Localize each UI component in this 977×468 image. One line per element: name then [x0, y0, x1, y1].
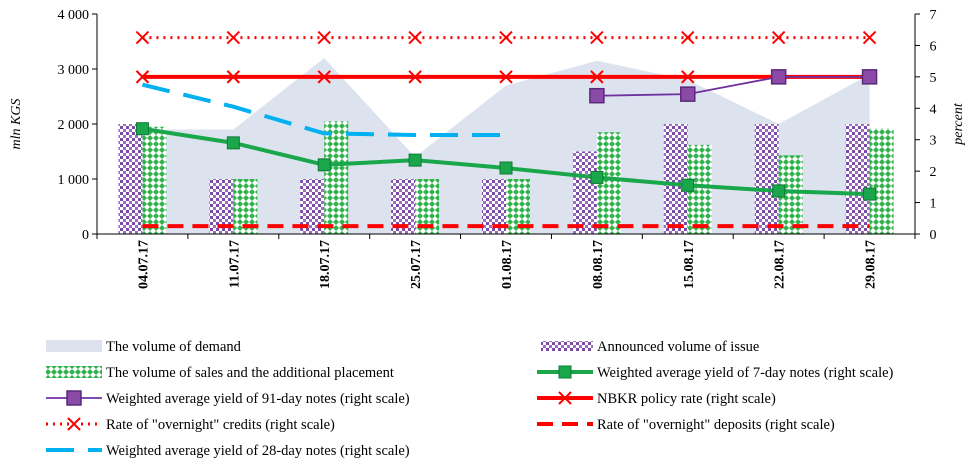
left-tick-label: 2 000 — [58, 118, 90, 133]
legend-label: Rate of "overnight" credits (right scale… — [106, 417, 335, 433]
right-axis-title: percent — [951, 102, 966, 146]
x-tick-label: 25.07.17 — [409, 240, 424, 289]
marker-x — [408, 30, 422, 45]
marker-square — [226, 136, 240, 150]
marker-x — [408, 70, 422, 84]
marker-square — [66, 390, 82, 406]
bar-announced-volume — [754, 124, 779, 234]
right-tick-label: 0 — [930, 228, 937, 243]
right-tick-label: 5 — [930, 71, 937, 86]
left-tick-label: 4 000 — [58, 8, 90, 23]
legend-label: Rate of "overnight" deposits (right scal… — [597, 417, 835, 433]
marker-square — [589, 87, 605, 104]
marker-square — [772, 184, 786, 198]
series-line-8 — [141, 82, 506, 137]
x-tick-label: 01.08.17 — [500, 240, 515, 289]
x-tick-label: 15.08.17 — [682, 240, 697, 289]
bar-sales-volume — [233, 179, 258, 234]
legend-label: The volume of sales and the additional p… — [106, 365, 394, 381]
right-tick-label: 6 — [930, 39, 937, 54]
marker-x — [317, 70, 331, 84]
bar-sales-volume — [142, 126, 167, 234]
marker-x — [499, 30, 513, 45]
marker-x — [681, 30, 695, 45]
legend-label: Announced volume of issue — [597, 339, 759, 355]
marker-x — [771, 30, 786, 45]
right-tick-label: 7 — [930, 8, 937, 23]
legend-swatch-announced — [541, 341, 593, 351]
marker-square — [681, 178, 695, 192]
x-tick-label: 11.07.17 — [227, 240, 242, 288]
left-tick-label: 3 000 — [58, 63, 90, 78]
x-tick-label: 04.07.17 — [136, 240, 151, 289]
legend-label: NBKR policy rate (right scale) — [597, 391, 776, 407]
marker-x — [226, 70, 241, 84]
marker-square — [317, 158, 331, 172]
marker-square — [590, 170, 604, 184]
marker-x — [135, 70, 150, 84]
marker-x — [317, 30, 331, 45]
x-tick-label: 29.08.17 — [864, 240, 879, 289]
left-axis-title: mln KGS — [9, 99, 24, 150]
x-tick-label: 08.08.17 — [591, 240, 606, 289]
marker-square — [499, 161, 513, 175]
right-tick-label: 3 — [930, 134, 937, 149]
legend-label: The volume of demand — [106, 339, 242, 355]
legend-label: Weighted average yield of 91-day notes (… — [106, 391, 410, 407]
marker-square — [680, 86, 696, 102]
marker-x — [226, 30, 241, 45]
marker-x — [590, 70, 604, 84]
legend-label: Weighted average yield of 7-day notes (r… — [597, 365, 894, 381]
x-tick-label: 18.07.17 — [318, 240, 333, 289]
left-tick-label: 1 000 — [58, 173, 90, 188]
marker-x — [862, 30, 877, 45]
bar-announced-volume — [118, 124, 143, 234]
marker-square — [863, 187, 877, 201]
marker-square — [770, 69, 787, 85]
marker-x — [590, 30, 604, 45]
legend-label: Weighted average yield of 28-day notes (… — [106, 443, 410, 459]
bar-announced-volume — [845, 124, 870, 234]
right-tick-label: 2 — [930, 165, 937, 180]
right-tick-label: 1 — [930, 197, 937, 212]
marker-x — [135, 30, 150, 45]
bar-announced-volume — [572, 151, 597, 234]
left-tick-label: 0 — [82, 228, 89, 243]
marker-square — [558, 365, 572, 379]
bar-sales-volume — [869, 128, 894, 234]
marker-x — [67, 417, 81, 431]
legend-swatch-demand — [46, 340, 102, 352]
marker-x — [499, 70, 513, 84]
legend-swatch-sales — [46, 366, 102, 378]
series-line-4 — [596, 75, 870, 97]
x-tick-label: 22.08.17 — [773, 240, 788, 289]
bar-sales-volume — [324, 121, 349, 234]
marker-x — [558, 391, 572, 405]
marker-square — [135, 122, 149, 136]
marker-square — [861, 69, 878, 85]
marker-x — [681, 70, 695, 84]
marker-square — [408, 153, 422, 167]
right-tick-label: 4 — [930, 102, 937, 117]
